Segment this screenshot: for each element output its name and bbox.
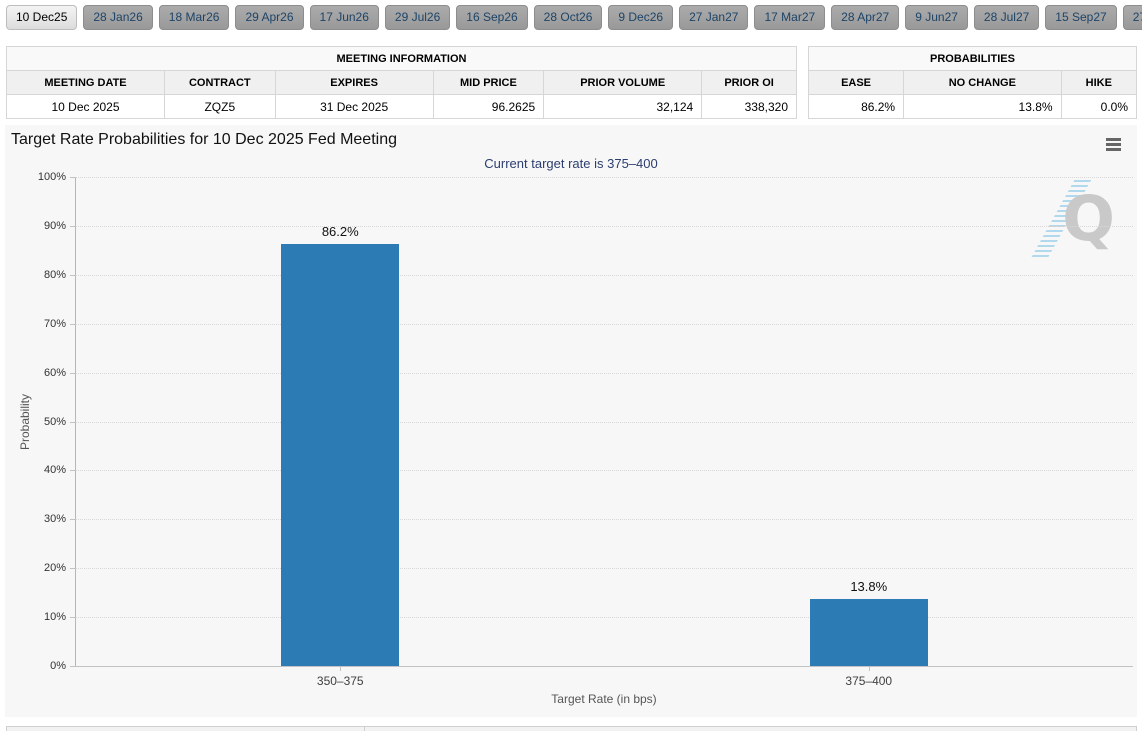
y-axis-tick-label: 70% [43,317,66,330]
meeting-info-value-prior-volume: 32,124 [543,94,703,119]
meeting-information-table: MEETING INFORMATION MEETING DATE CONTRACT… [6,46,797,119]
probabilities-header-hike: HIKE [1060,70,1138,95]
tab-28-oct26[interactable]: 28 Oct26 [533,5,603,30]
bar-data-label: 13.8% [850,578,888,594]
y-axis-tick [70,372,76,374]
y-gridline [76,274,1133,276]
y-axis-tick-label: 30% [43,513,66,526]
probabilities-header-row: EASE NO CHANGE HIKE [807,70,1138,95]
bar-350-375[interactable] [281,244,400,666]
y-gridline [76,470,1133,472]
meeting-info-value-mid-price: 96.2625 [432,94,545,119]
probabilities-value-hike: 0.0% [1060,94,1138,119]
y-axis-tick-label: 50% [43,415,66,428]
probabilities-value-ease: 86.2% [807,94,905,119]
y-gridline [76,177,1133,178]
meeting-info-header-contract: CONTRACT [164,70,276,95]
chart-title: Target Rate Probabilities for 10 Dec 202… [11,131,397,148]
x-axis-tick [340,666,342,671]
target-rate-probabilities-chart: Target Rate Probabilities for 10 Dec 202… [5,125,1137,717]
meeting-info-value-contract: ZQZ5 [164,94,276,119]
tab-9-jun27[interactable]: 9 Jun27 [905,5,968,30]
y-gridline [76,372,1133,374]
x-category-label-350-375: 350–375 [316,674,364,688]
meeting-information-data-row: 10 Dec 2025 ZQZ5 31 Dec 2025 96.2625 32,124 3… [6,94,797,119]
y-axis-tick [70,177,76,178]
probabilities-header-no-change: NO CHANGE [903,70,1062,95]
y-axis-tick [70,470,76,472]
y-axis-tick [70,274,76,276]
meeting-information-header-row: MEETING DATE CONTRACT EXPIRES MID PRICE PRIO… [6,70,797,95]
tab-29-apr26[interactable]: 29 Apr26 [235,5,304,30]
y-axis-tick [70,519,76,521]
x-category-label-375-400: 375–400 [845,674,893,688]
x-axis-tick [868,666,870,671]
y-axis-tick-label: 20% [43,562,66,575]
meeting-info-value-expires: 31 Dec 2025 [274,94,434,119]
y-gridline [76,323,1133,325]
tab-27-jan27[interactable]: 27 Jan27 [679,5,749,30]
y-axis-tick-label: 40% [43,464,66,477]
next-table-partial-cell [6,726,365,731]
y-axis-tick [70,421,76,423]
tab-29-jul26[interactable]: 29 Jul26 [384,5,451,30]
meeting-info-header-meeting-date: MEETING DATE [6,70,165,95]
probabilities-data-row: 86.2% 13.8% 0.0% [807,94,1138,119]
y-axis-tick-label: 0% [50,660,66,672]
y-gridline [76,568,1133,570]
meeting-info-header-expires: EXPIRES [274,70,434,95]
y-gridline [76,421,1133,423]
tab-10-dec25[interactable]: 10 Dec25 [6,5,78,30]
tab-17-mar27[interactable]: 17 Mar27 [754,5,826,30]
tab-27-oct27[interactable]: 27 Oct27 [1122,5,1142,30]
meeting-info-value-prior-oi: 338,320 [701,94,797,119]
tab-15-sep27[interactable]: 15 Sep27 [1045,5,1117,30]
plot-area: 0% 10% 20% 30% 40% 50% 60% 70% 80% 90% 100% 86.2% 35… [38,171,1133,688]
tab-28-apr27[interactable]: 28 Apr27 [831,5,900,30]
meeting-info-header-prior-volume: PRIOR VOLUME [543,70,703,95]
meeting-info-header-prior-oi: PRIOR OI [701,70,797,95]
chart-subtitle: Current target rate is 375–400 [484,156,658,171]
tab-28-jan26[interactable]: 28 Jan26 [83,5,153,30]
meeting-info-value-meeting-date: 10 Dec 2025 [6,94,165,119]
next-table-partial [6,726,1137,731]
y-axis-tick-label: 100% [37,171,66,183]
bar-data-label: 86.2% [321,224,359,240]
probabilities-table: PROBABILITIES EASE NO CHANGE HIKE 86.2% 13.… [807,46,1138,119]
x-axis-title: Target Rate (in bps) [551,692,657,706]
y-axis-tick [70,225,76,227]
meeting-information-title: MEETING INFORMATION [6,46,797,71]
y-axis-tick [70,323,76,325]
hamburger-menu-icon[interactable] [1101,133,1125,155]
probabilities-value-no-change: 13.8% [903,94,1062,119]
meeting-info-header-mid-price: MID PRICE [432,70,545,95]
y-axis-tick-label: 90% [43,219,66,232]
probabilities-title: PROBABILITIES [808,46,1137,71]
tab-18-mar26[interactable]: 18 Mar26 [158,5,230,30]
tab-9-dec26[interactable]: 9 Dec26 [608,5,674,30]
probabilities-header-ease: EASE [807,70,905,95]
tab-16-sep26[interactable]: 16 Sep26 [456,5,528,30]
meeting-date-tabs: 10 Dec25 28 Jan26 18 Mar26 29 Apr26 17 Jun26… [6,5,1142,30]
y-axis-tick [70,568,76,570]
next-table-partial-cell [365,726,1137,731]
tab-28-jul27[interactable]: 28 Jul27 [973,5,1040,30]
bar-375-400[interactable] [809,598,928,666]
y-axis-tick [70,666,76,667]
y-gridline [76,617,1133,619]
y-axis-tick-label: 60% [43,366,66,379]
tab-17-jun26[interactable]: 17 Jun26 [309,5,379,30]
y-gridline [76,519,1133,521]
y-gridline [76,225,1133,227]
y-axis-tick-label: 80% [43,268,66,281]
y-axis-tick-label: 10% [43,611,66,624]
y-axis-title: Probability [18,393,32,451]
y-axis-tick [70,617,76,619]
